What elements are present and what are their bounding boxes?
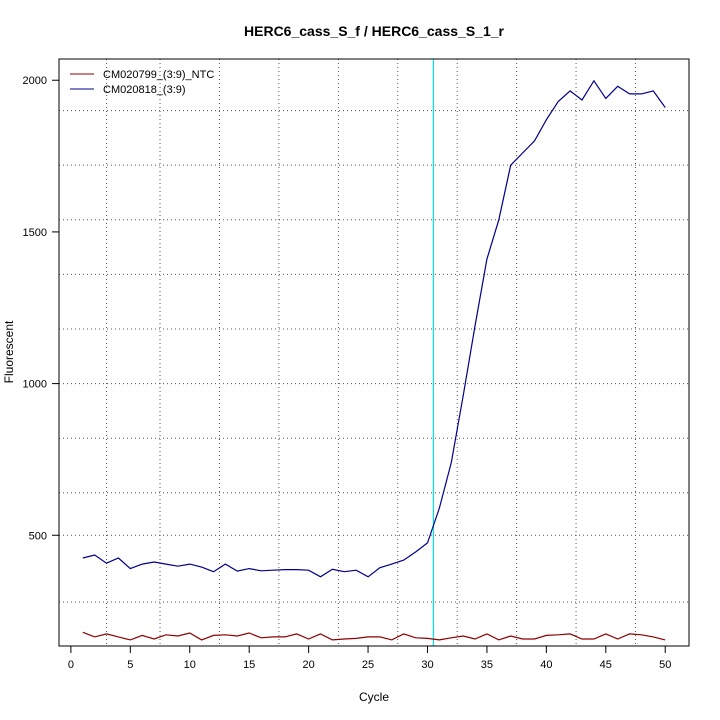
y-axis: 500 1000 1500 2000 [23, 75, 59, 542]
x-tick-label: 15 [243, 659, 255, 671]
plot-frame [58, 58, 690, 647]
x-tick-label: 20 [302, 659, 314, 671]
legend-label-ntc: CM020799_(3:9)_NTC [103, 69, 214, 81]
x-tick-label: 10 [184, 659, 196, 671]
y-axis-label: Fluorescent [2, 320, 16, 383]
x-tick-label: 30 [421, 659, 433, 671]
grid-lines [59, 59, 689, 646]
series-line-0 [82, 631, 666, 641]
y-tick-label: 500 [29, 530, 47, 542]
x-tick-label: 50 [659, 659, 671, 671]
x-axis-label: Cycle [359, 690, 389, 704]
x-tick-label: 40 [540, 659, 552, 671]
legend-label-sample: CM020818_(3:9) [103, 84, 186, 96]
y-tick-label: 2000 [23, 75, 47, 87]
x-tick-label: 45 [600, 659, 612, 671]
series-layer [82, 79, 666, 641]
chart-title: HERC6_cass_S_f / HERC6_cass_S_1_r [244, 23, 504, 39]
y-tick-label: 1000 [23, 379, 47, 391]
series-line-1 [82, 79, 666, 578]
x-tick-label: 25 [362, 659, 374, 671]
x-tick-label: 5 [127, 659, 133, 671]
x-tick-label: 35 [481, 659, 493, 671]
x-axis: 0 5 10 15 20 25 30 35 40 45 50 [68, 646, 671, 671]
legend: CM020799_(3:9)_NTC CM020818_(3:9) [70, 69, 214, 96]
y-tick-label: 1500 [23, 227, 47, 239]
x-tick-label: 0 [68, 659, 74, 671]
